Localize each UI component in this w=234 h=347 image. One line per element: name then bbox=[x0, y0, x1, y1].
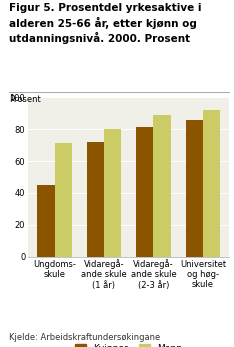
Bar bbox=[55, 143, 72, 257]
Bar bbox=[87, 142, 104, 257]
Bar bbox=[104, 129, 121, 257]
Bar bbox=[136, 127, 154, 257]
Text: Figur 5. Prosentdel yrkesaktive i
alderen 25-66 år, etter kjønn og
utdanningsniv: Figur 5. Prosentdel yrkesaktive i aldere… bbox=[9, 3, 202, 44]
Bar bbox=[186, 119, 203, 257]
Text: Kjelde: Arbeidskraftundersøkingane: Kjelde: Arbeidskraftundersøkingane bbox=[9, 333, 161, 342]
Legend: Kvinner, Menn: Kvinner, Menn bbox=[75, 344, 182, 347]
Bar bbox=[37, 185, 55, 257]
Bar bbox=[203, 110, 220, 257]
Bar bbox=[154, 115, 171, 257]
Text: Prosent: Prosent bbox=[9, 95, 41, 104]
